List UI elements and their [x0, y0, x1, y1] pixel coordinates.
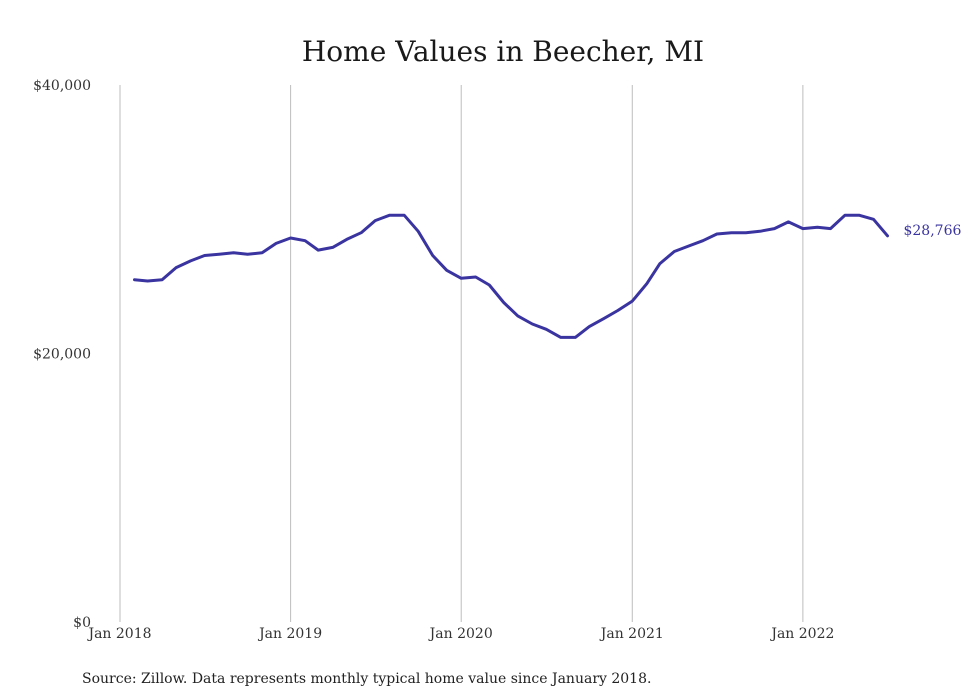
x-tick-label: Jan 2019 [257, 626, 322, 642]
source-note: Source: Zillow. Data represents monthly … [82, 671, 651, 687]
y-axis: $0 $20,000 $40,000 [33, 78, 91, 631]
plot-area: $28,766 [133, 213, 961, 339]
y-tick-label: $40,000 [33, 78, 91, 94]
y-tick-label: $20,000 [33, 347, 91, 363]
x-tick-label: Jan 2020 [428, 626, 493, 642]
x-axis: Jan 2018 Jan 2019 Jan 2020 Jan 2021 Jan 2022 [86, 626, 834, 642]
series-line [133, 213, 889, 339]
x-tick-label: Jan 2018 [86, 626, 151, 642]
x-tick-label: Jan 2022 [769, 626, 834, 642]
chart-title: Home Values in Beecher, MI [302, 35, 704, 68]
gridlines [119, 85, 804, 622]
y-tick-label: $0 [73, 615, 91, 631]
end-value-label: $28,766 [903, 223, 961, 239]
x-tick-label: Jan 2021 [599, 626, 664, 642]
